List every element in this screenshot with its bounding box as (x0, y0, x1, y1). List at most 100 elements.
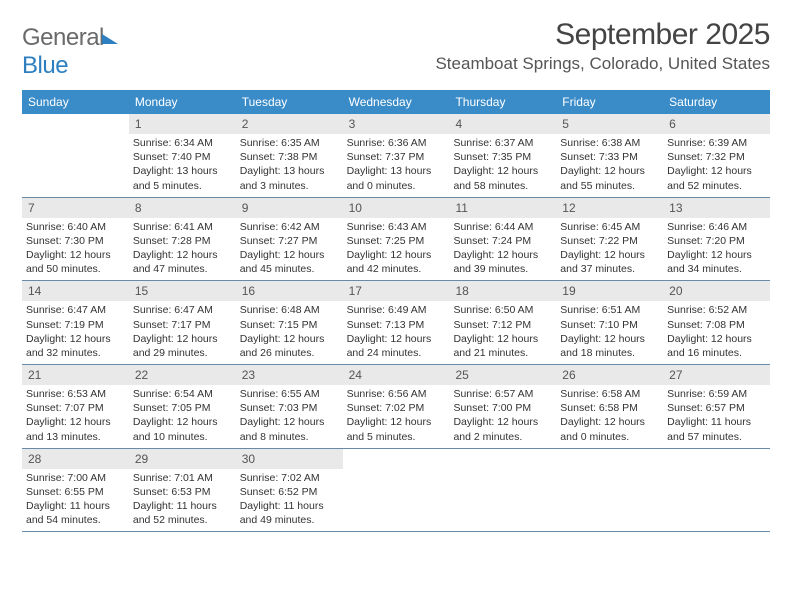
day-cell: 10Sunrise: 6:43 AMSunset: 7:25 PMDayligh… (343, 198, 450, 281)
sunrise-text: Sunrise: 6:49 AM (347, 303, 446, 317)
day-cell: 25Sunrise: 6:57 AMSunset: 7:00 PMDayligh… (449, 365, 556, 448)
sunset-text: Sunset: 6:58 PM (560, 401, 659, 415)
day-number: 5 (556, 114, 663, 134)
days-of-week-row: SundayMondayTuesdayWednesdayThursdayFrid… (22, 90, 770, 114)
sunrise-text: Sunrise: 6:54 AM (133, 387, 232, 401)
sunset-text: Sunset: 6:55 PM (26, 485, 125, 499)
dow-cell: Thursday (449, 90, 556, 114)
day-number: 22 (129, 365, 236, 385)
sunset-text: Sunset: 7:00 PM (453, 401, 552, 415)
sunset-text: Sunset: 7:37 PM (347, 150, 446, 164)
sunset-text: Sunset: 7:12 PM (453, 318, 552, 332)
day-cell: 19Sunrise: 6:51 AMSunset: 7:10 PMDayligh… (556, 281, 663, 364)
sunrise-text: Sunrise: 7:02 AM (240, 471, 339, 485)
daylight-text: Daylight: 12 hours and 32 minutes. (26, 332, 125, 360)
day-number: 26 (556, 365, 663, 385)
day-cell: 26Sunrise: 6:58 AMSunset: 6:58 PMDayligh… (556, 365, 663, 448)
day-number: 10 (343, 198, 450, 218)
day-cell: 9Sunrise: 6:42 AMSunset: 7:27 PMDaylight… (236, 198, 343, 281)
day-number: 23 (236, 365, 343, 385)
dow-cell: Sunday (22, 90, 129, 114)
day-body (22, 134, 129, 140)
day-number: 8 (129, 198, 236, 218)
day-number: 14 (22, 281, 129, 301)
week-row: 28Sunrise: 7:00 AMSunset: 6:55 PMDayligh… (22, 449, 770, 533)
sunrise-text: Sunrise: 6:48 AM (240, 303, 339, 317)
week-row: 7Sunrise: 6:40 AMSunset: 7:30 PMDaylight… (22, 198, 770, 282)
day-body (343, 469, 450, 475)
daylight-text: Daylight: 12 hours and 21 minutes. (453, 332, 552, 360)
sunrise-text: Sunrise: 6:56 AM (347, 387, 446, 401)
day-body: Sunrise: 6:47 AMSunset: 7:19 PMDaylight:… (22, 301, 129, 364)
sunset-text: Sunset: 7:40 PM (133, 150, 232, 164)
day-body: Sunrise: 6:49 AMSunset: 7:13 PMDaylight:… (343, 301, 450, 364)
day-number: 15 (129, 281, 236, 301)
day-cell (22, 114, 129, 197)
daylight-text: Daylight: 12 hours and 18 minutes. (560, 332, 659, 360)
day-cell: 6Sunrise: 6:39 AMSunset: 7:32 PMDaylight… (663, 114, 770, 197)
sunset-text: Sunset: 7:02 PM (347, 401, 446, 415)
day-cell: 1Sunrise: 6:34 AMSunset: 7:40 PMDaylight… (129, 114, 236, 197)
sunset-text: Sunset: 7:08 PM (667, 318, 766, 332)
sunrise-text: Sunrise: 6:40 AM (26, 220, 125, 234)
daylight-text: Daylight: 12 hours and 0 minutes. (560, 415, 659, 443)
day-number: 12 (556, 198, 663, 218)
day-cell (449, 449, 556, 532)
sunrise-text: Sunrise: 6:59 AM (667, 387, 766, 401)
sunset-text: Sunset: 6:53 PM (133, 485, 232, 499)
day-body: Sunrise: 6:50 AMSunset: 7:12 PMDaylight:… (449, 301, 556, 364)
day-number (22, 114, 129, 134)
day-cell: 21Sunrise: 6:53 AMSunset: 7:07 PMDayligh… (22, 365, 129, 448)
day-cell: 20Sunrise: 6:52 AMSunset: 7:08 PMDayligh… (663, 281, 770, 364)
dow-cell: Monday (129, 90, 236, 114)
day-body: Sunrise: 6:39 AMSunset: 7:32 PMDaylight:… (663, 134, 770, 197)
day-cell: 13Sunrise: 6:46 AMSunset: 7:20 PMDayligh… (663, 198, 770, 281)
day-body: Sunrise: 6:53 AMSunset: 7:07 PMDaylight:… (22, 385, 129, 448)
daylight-text: Daylight: 11 hours and 52 minutes. (133, 499, 232, 527)
day-cell: 28Sunrise: 7:00 AMSunset: 6:55 PMDayligh… (22, 449, 129, 532)
sunset-text: Sunset: 7:15 PM (240, 318, 339, 332)
day-body: Sunrise: 6:48 AMSunset: 7:15 PMDaylight:… (236, 301, 343, 364)
day-number (556, 449, 663, 469)
day-cell: 27Sunrise: 6:59 AMSunset: 6:57 PMDayligh… (663, 365, 770, 448)
day-cell: 4Sunrise: 6:37 AMSunset: 7:35 PMDaylight… (449, 114, 556, 197)
sunrise-text: Sunrise: 6:35 AM (240, 136, 339, 150)
day-number: 29 (129, 449, 236, 469)
sunrise-text: Sunrise: 7:00 AM (26, 471, 125, 485)
daylight-text: Daylight: 12 hours and 52 minutes. (667, 164, 766, 192)
daylight-text: Daylight: 12 hours and 37 minutes. (560, 248, 659, 276)
dow-cell: Saturday (663, 90, 770, 114)
daylight-text: Daylight: 12 hours and 16 minutes. (667, 332, 766, 360)
sunset-text: Sunset: 7:33 PM (560, 150, 659, 164)
day-cell: 14Sunrise: 6:47 AMSunset: 7:19 PMDayligh… (22, 281, 129, 364)
day-body: Sunrise: 6:46 AMSunset: 7:20 PMDaylight:… (663, 218, 770, 281)
daylight-text: Daylight: 11 hours and 54 minutes. (26, 499, 125, 527)
day-cell: 2Sunrise: 6:35 AMSunset: 7:38 PMDaylight… (236, 114, 343, 197)
day-body: Sunrise: 6:47 AMSunset: 7:17 PMDaylight:… (129, 301, 236, 364)
sunrise-text: Sunrise: 6:34 AM (133, 136, 232, 150)
sunset-text: Sunset: 7:30 PM (26, 234, 125, 248)
sunset-text: Sunset: 7:27 PM (240, 234, 339, 248)
day-body: Sunrise: 6:43 AMSunset: 7:25 PMDaylight:… (343, 218, 450, 281)
day-number: 4 (449, 114, 556, 134)
daylight-text: Daylight: 12 hours and 42 minutes. (347, 248, 446, 276)
day-body: Sunrise: 6:54 AMSunset: 7:05 PMDaylight:… (129, 385, 236, 448)
day-number: 17 (343, 281, 450, 301)
day-body: Sunrise: 6:38 AMSunset: 7:33 PMDaylight:… (556, 134, 663, 197)
sunrise-text: Sunrise: 6:45 AM (560, 220, 659, 234)
sunrise-text: Sunrise: 6:53 AM (26, 387, 125, 401)
daylight-text: Daylight: 12 hours and 39 minutes. (453, 248, 552, 276)
daylight-text: Daylight: 11 hours and 57 minutes. (667, 415, 766, 443)
sunrise-text: Sunrise: 6:44 AM (453, 220, 552, 234)
day-body: Sunrise: 6:52 AMSunset: 7:08 PMDaylight:… (663, 301, 770, 364)
daylight-text: Daylight: 12 hours and 50 minutes. (26, 248, 125, 276)
sunrise-text: Sunrise: 6:46 AM (667, 220, 766, 234)
day-number: 20 (663, 281, 770, 301)
day-number: 16 (236, 281, 343, 301)
day-body: Sunrise: 6:42 AMSunset: 7:27 PMDaylight:… (236, 218, 343, 281)
day-number (343, 449, 450, 469)
day-cell (663, 449, 770, 532)
sunset-text: Sunset: 7:38 PM (240, 150, 339, 164)
dow-cell: Tuesday (236, 90, 343, 114)
sunset-text: Sunset: 6:57 PM (667, 401, 766, 415)
